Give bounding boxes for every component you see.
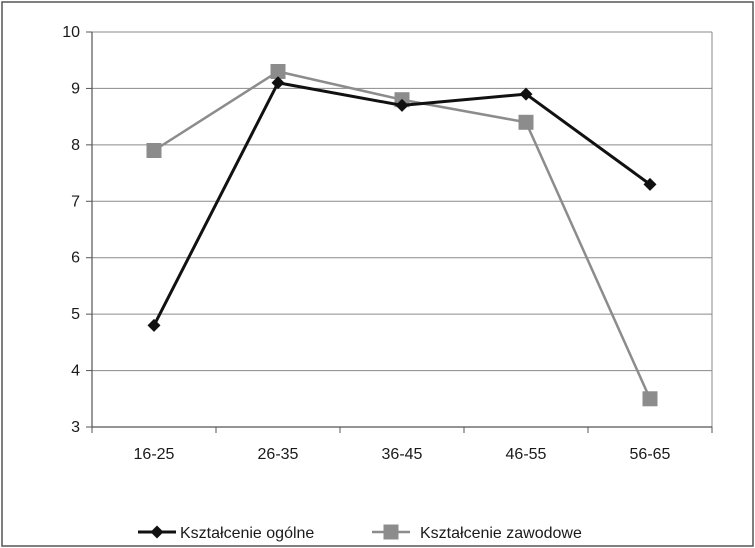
x-tick-label: 46-55 xyxy=(506,446,547,463)
x-tick-label: 56-65 xyxy=(630,446,671,463)
legend-item: Kształcenie zawodowe xyxy=(372,524,582,542)
y-tick-label: 3 xyxy=(71,419,80,436)
x-axis-tick-labels: 16-25 26-35 36-45 46-55 56-65 xyxy=(134,446,671,463)
legend: Kształcenie ogólne Kształcenie zawodowe xyxy=(138,524,582,542)
legend-item: Kształcenie ogólne xyxy=(138,525,314,542)
legend-label: Kształcenie ogólne xyxy=(180,525,314,542)
y-tick-label: 6 xyxy=(71,250,80,267)
x-tick-label: 36-45 xyxy=(382,446,423,463)
grid-lines xyxy=(92,31,713,428)
y-tick-label: 7 xyxy=(71,193,80,210)
data-point-diamond xyxy=(147,318,161,332)
y-tick-label: 4 xyxy=(71,363,80,380)
data-point-diamond xyxy=(271,76,285,90)
y-tick-label: 8 xyxy=(71,137,80,154)
x-tick-label: 16-25 xyxy=(134,446,175,463)
series-1 xyxy=(147,76,657,332)
data-point-square xyxy=(642,391,658,407)
series-group xyxy=(146,64,658,407)
x-tick-label: 26-35 xyxy=(258,446,299,463)
axes xyxy=(86,31,713,433)
y-axis-tick-labels: 3 4 5 6 7 8 9 10 xyxy=(62,24,80,436)
legend-marker xyxy=(383,524,399,540)
data-point-square xyxy=(146,143,162,158)
y-tick-label: 9 xyxy=(71,80,80,97)
legend-label: Kształcenie zawodowe xyxy=(420,525,582,542)
data-point-diamond xyxy=(395,98,409,112)
data-point-diamond xyxy=(643,177,657,191)
y-tick-label: 10 xyxy=(62,24,80,41)
y-tick-label: 5 xyxy=(71,306,80,323)
data-point-diamond xyxy=(519,87,533,101)
legend-marker xyxy=(150,525,164,539)
data-point-square xyxy=(518,114,534,130)
data-point-square xyxy=(270,64,286,79)
